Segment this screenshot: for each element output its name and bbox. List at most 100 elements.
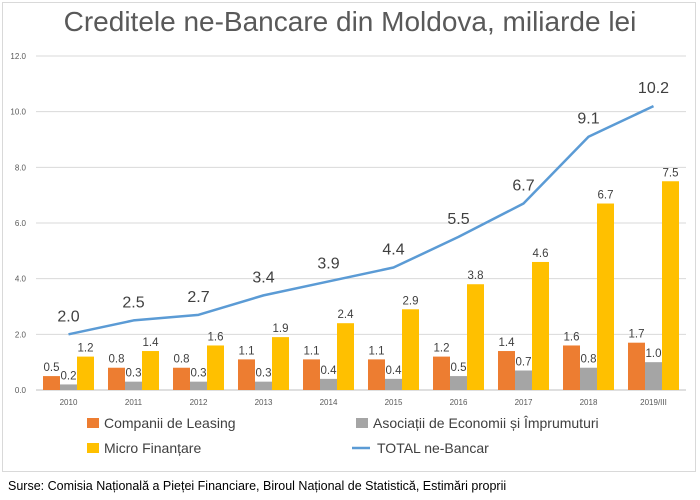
y-tick-label: 4.0 [15, 275, 27, 284]
legend-micro-label: Micro Finanțare [104, 440, 201, 456]
bar-leasing [173, 367, 190, 390]
bars [43, 181, 679, 390]
bar-data-label: 1.4 [143, 337, 160, 349]
bar-micro [402, 309, 419, 390]
x-tick-label: 2017 [515, 398, 533, 407]
y-tick-label: 8.0 [15, 163, 27, 172]
legend-asociatii-label: Asociații de Economii și Împrumuturi [373, 415, 599, 431]
bar-data-label: 0.4 [321, 365, 338, 377]
y-tick-label: 2.0 [15, 330, 27, 339]
total-data-label: 10.2 [638, 80, 669, 97]
bar-data-label: 1.0 [646, 348, 662, 360]
bar-data-label: 0.3 [191, 368, 207, 380]
total-data-label: 3.9 [317, 255, 339, 272]
bar-data-label: 2.4 [338, 309, 355, 321]
bar-micro [597, 203, 614, 390]
x-tick-label: 2013 [255, 398, 273, 407]
bar-leasing [303, 359, 320, 390]
y-tick-label: 0.0 [15, 386, 27, 395]
bar-asociatii [190, 381, 207, 390]
data-labels: 0.50.8 0.81.1 1.1 1.1 1.2 1.4 1.6 1.70.2 0.3 0.3 0… [44, 80, 679, 382]
bar-data-label: 0.8 [174, 354, 190, 366]
total-data-label: 2.0 [57, 308, 79, 325]
bar-micro [337, 323, 354, 390]
total-line [68, 104, 655, 336]
bar-asociatii [125, 381, 142, 390]
y-tick-label: 6.0 [15, 219, 27, 228]
legend-asociatii-swatch [356, 418, 368, 428]
bar-data-label: 1.9 [273, 323, 289, 335]
bar-leasing [628, 342, 645, 390]
bar-leasing [43, 376, 60, 390]
bar-micro [77, 356, 94, 390]
bar-leasing [108, 367, 125, 390]
y-tick-label: 10.0 [10, 108, 26, 117]
total-data-label: 5.5 [447, 211, 469, 228]
x-tick-label: 2015 [385, 398, 403, 407]
bar-data-label: 4.6 [533, 248, 549, 260]
bar-data-label: 1.7 [629, 329, 645, 341]
bar-data-label: 1.2 [434, 343, 450, 355]
bar-data-label: 1.1 [369, 345, 385, 357]
bar-micro [142, 351, 159, 390]
x-tick-label: 2014 [320, 398, 338, 407]
bar-data-label: 1.6 [208, 331, 224, 343]
bar-data-label: 0.7 [516, 357, 532, 369]
x-tick-label: 2011 [125, 398, 143, 407]
bar-data-label: 1.1 [239, 345, 255, 357]
total-data-label: 9.1 [577, 111, 599, 128]
bar-asociatii [450, 376, 467, 390]
bar-leasing [368, 359, 385, 390]
bar-leasing [563, 345, 580, 390]
bar-data-label: 1.2 [78, 343, 94, 355]
chart-frame [2, 2, 696, 472]
bar-micro [467, 284, 484, 390]
source-note: Surse: Comisia Națională a Pieței Financ… [8, 479, 507, 493]
x-tick-label: 2016 [450, 398, 468, 407]
chart-title: Creditele ne-Bancare din Moldova, miliar… [63, 6, 637, 37]
legend-total-label: TOTAL ne-Bancar [377, 440, 489, 456]
x-tick-label: 2019/III [640, 398, 667, 407]
total-data-label: 6.7 [512, 178, 534, 195]
bar-asociatii [515, 370, 532, 390]
bar-asociatii [60, 384, 77, 390]
bar-data-label: 0.5 [451, 362, 467, 374]
bar-asociatii [645, 362, 662, 390]
total-data-label: 2.7 [187, 289, 209, 306]
bar-leasing [238, 359, 255, 390]
legend-leasing-swatch [87, 418, 99, 428]
bar-data-label: 6.7 [598, 190, 614, 202]
bar-data-label: 7.5 [663, 167, 679, 179]
bar-micro [532, 261, 549, 390]
bar-data-label: 2.9 [403, 295, 419, 307]
bar-data-label: 0.8 [109, 354, 125, 366]
bar-micro [662, 181, 679, 390]
x-tick-label: 2012 [190, 398, 208, 407]
bar-data-label: 0.4 [386, 365, 403, 377]
bar-micro [272, 337, 289, 390]
bar-data-label: 1.4 [499, 337, 516, 349]
bar-data-label: 3.8 [468, 270, 484, 282]
y-tick-label: 12.0 [10, 52, 26, 61]
bar-data-label: 0.3 [256, 368, 272, 380]
bar-micro [207, 345, 224, 390]
total-data-label: 3.4 [252, 269, 274, 286]
total-data-label: 2.5 [122, 294, 144, 311]
bar-leasing [433, 356, 450, 390]
bar-data-label: 0.5 [44, 362, 60, 374]
x-tick-label: 2018 [580, 398, 598, 407]
bar-asociatii [255, 381, 272, 390]
bar-data-label: 1.1 [304, 345, 320, 357]
bar-data-label: 0.8 [581, 354, 597, 366]
bar-data-label: 0.3 [126, 368, 142, 380]
legend: Companii de Leasing Asociații de Economii… [87, 415, 599, 456]
bar-leasing [498, 351, 515, 390]
bar-data-label: 0.2 [61, 370, 77, 382]
bar-asociatii [580, 367, 597, 390]
bar-data-label: 1.6 [564, 331, 580, 343]
grid-lines [36, 55, 686, 391]
total-line-path [68, 104, 655, 336]
legend-micro-swatch [87, 443, 99, 453]
legend-leasing-label: Companii de Leasing [104, 415, 236, 431]
